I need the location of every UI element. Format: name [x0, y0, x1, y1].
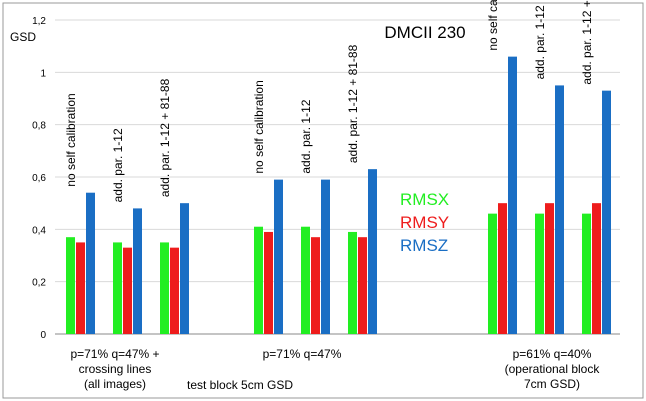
- cluster-label: add. par. 1-12 + 81-88: [580, 0, 594, 85]
- y-tick-label: 0,8: [32, 121, 46, 132]
- group-label: 7cm GSD): [524, 377, 580, 391]
- bar-rmsx: [582, 213, 591, 334]
- bar-rmsx: [160, 242, 169, 334]
- bar-rmsz: [180, 203, 189, 334]
- bar-rmsx: [348, 231, 357, 334]
- legend-entry-rmsy: RMSY: [400, 213, 449, 232]
- cluster-label: add. par. 1-12 + 81-88: [158, 78, 172, 197]
- bar-rmsy: [545, 203, 554, 334]
- cluster-label: add. par. 1-12: [533, 5, 547, 79]
- group-label: (all images): [84, 377, 146, 391]
- y-tick-label: 0,2: [32, 278, 46, 289]
- bar-rmsz: [86, 192, 95, 334]
- y-tick-label: 0,6: [32, 173, 46, 184]
- bar-rmsx: [535, 213, 544, 334]
- cluster-label: add. par. 1-12 + 81-88: [346, 44, 360, 163]
- bar-rmsz: [508, 56, 517, 335]
- cluster-label: no self calibration: [252, 80, 266, 173]
- bar-rmsx: [254, 226, 263, 334]
- chart-title: DMCII 230: [384, 23, 465, 42]
- bar-rmsy: [498, 203, 507, 334]
- group-label: p=61% q=40%: [513, 347, 592, 361]
- bar-rmsy: [311, 237, 320, 334]
- group-label: p=71% q=47%: [263, 347, 342, 361]
- bar-rmsz: [368, 169, 377, 334]
- bar-rmsx: [488, 213, 497, 334]
- annotation-text: test block 5cm GSD: [187, 378, 293, 392]
- group-label: p=71% q=47% +: [70, 347, 159, 361]
- group-label: crossing lines: [79, 362, 152, 376]
- bar-rmsy: [170, 247, 179, 334]
- bar-rmsz: [274, 179, 283, 334]
- bar-rmsy: [592, 203, 601, 334]
- bar-rmsz: [133, 208, 142, 334]
- bar-rmsx: [113, 242, 122, 334]
- legend-entry-rmsz: RMSZ: [400, 236, 448, 255]
- y-tick-label: 1,2: [32, 16, 46, 27]
- bar-rmsy: [358, 237, 367, 334]
- bar-rmsx: [301, 226, 310, 334]
- bar-rmsz: [555, 85, 564, 335]
- bar-rmsy: [264, 231, 273, 334]
- bar-rmsx: [66, 237, 75, 334]
- cluster-label: add. par. 1-12: [299, 99, 313, 173]
- bar-rmsz: [602, 90, 611, 335]
- y-tick-label: 1: [40, 68, 46, 79]
- y-tick-label: 0: [40, 330, 46, 341]
- y-tick-label: 0,4: [32, 225, 46, 236]
- cluster-label: no self calibration: [64, 93, 78, 186]
- legend-entry-rmsx: RMSX: [400, 190, 449, 209]
- cluster-label: no self calibration: [486, 0, 500, 51]
- bar-rmsy: [123, 247, 132, 334]
- group-label: (operational block: [505, 362, 601, 376]
- bar-rmsz: [321, 179, 330, 334]
- cluster-label: add. par. 1-12: [111, 128, 125, 202]
- bar-rmsy: [76, 242, 85, 334]
- y-axis-label: GSD: [10, 30, 36, 44]
